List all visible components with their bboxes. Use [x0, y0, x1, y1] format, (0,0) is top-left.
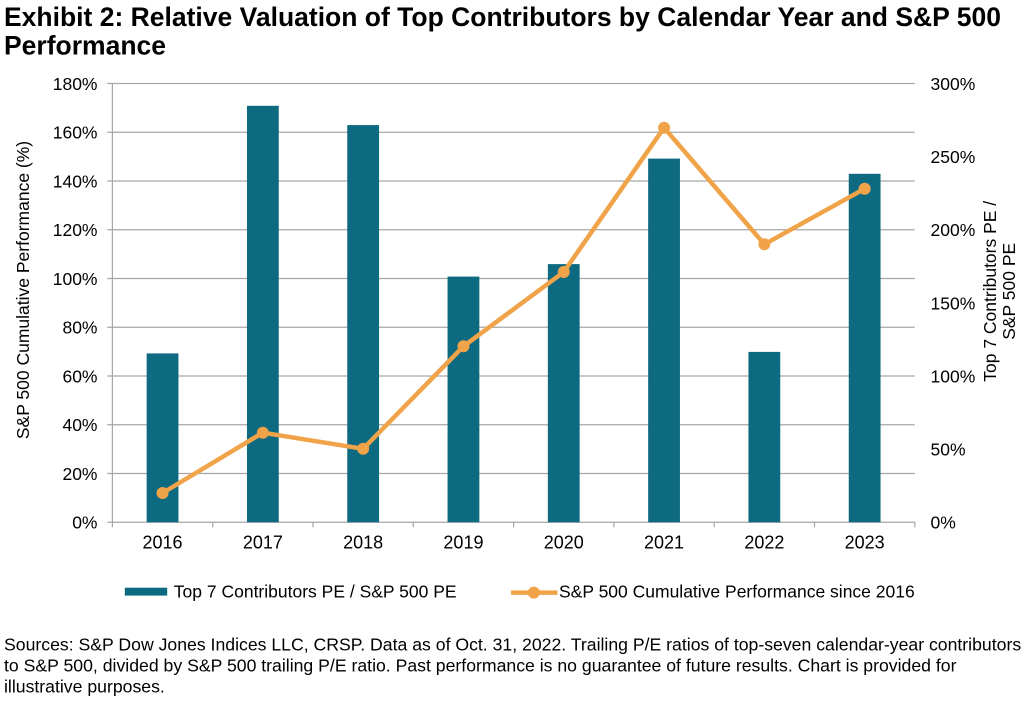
svg-text:2019: 2019 — [443, 532, 483, 552]
svg-text:2021: 2021 — [644, 532, 684, 552]
svg-text:Performance: Performance — [4, 31, 166, 61]
svg-text:S&P 500 PE: S&P 500 PE — [999, 243, 1019, 340]
svg-text:S&P 500 Cumulative Performance: S&P 500 Cumulative Performance since 201… — [559, 582, 915, 602]
svg-text:Top 7 Contributors PE / S&P 50: Top 7 Contributors PE / S&P 500 PE — [174, 582, 457, 602]
svg-text:100%: 100% — [53, 269, 98, 289]
svg-text:Sources: S&P Dow Jones Indices: Sources: S&P Dow Jones Indices LLC, CRSP… — [4, 634, 1021, 654]
svg-text:Exhibit 2: Relative Valuation: Exhibit 2: Relative Valuation of Top Con… — [4, 2, 1001, 32]
svg-text:S&P 500 Cumulative Performance: S&P 500 Cumulative Performance (%) — [13, 141, 33, 439]
svg-text:50%: 50% — [931, 440, 966, 460]
svg-text:100%: 100% — [931, 366, 976, 386]
svg-text:40%: 40% — [62, 415, 97, 435]
svg-text:250%: 250% — [931, 147, 976, 167]
svg-text:to S&P 500, divided by S&P 500: to S&P 500, divided by S&P 500 trailing … — [4, 656, 957, 676]
svg-text:80%: 80% — [62, 318, 97, 338]
svg-text:60%: 60% — [62, 366, 97, 386]
svg-text:160%: 160% — [53, 123, 98, 143]
svg-text:180%: 180% — [53, 74, 98, 94]
svg-text:2016: 2016 — [143, 532, 183, 552]
svg-text:120%: 120% — [53, 220, 98, 240]
svg-text:Top 7 Contributors PE /: Top 7 Contributors PE / — [980, 201, 1000, 382]
svg-text:0%: 0% — [72, 513, 97, 533]
svg-text:200%: 200% — [931, 220, 976, 240]
svg-text:0%: 0% — [931, 513, 956, 533]
svg-text:2022: 2022 — [744, 532, 784, 552]
svg-text:2017: 2017 — [243, 532, 283, 552]
svg-text:150%: 150% — [931, 293, 976, 313]
svg-text:2018: 2018 — [343, 532, 383, 552]
svg-text:140%: 140% — [53, 171, 98, 191]
svg-text:300%: 300% — [931, 74, 976, 94]
svg-text:2023: 2023 — [845, 532, 885, 552]
svg-text:20%: 20% — [62, 464, 97, 484]
svg-text:2020: 2020 — [544, 532, 584, 552]
svg-text:illustrative purposes.: illustrative purposes. — [4, 677, 165, 697]
